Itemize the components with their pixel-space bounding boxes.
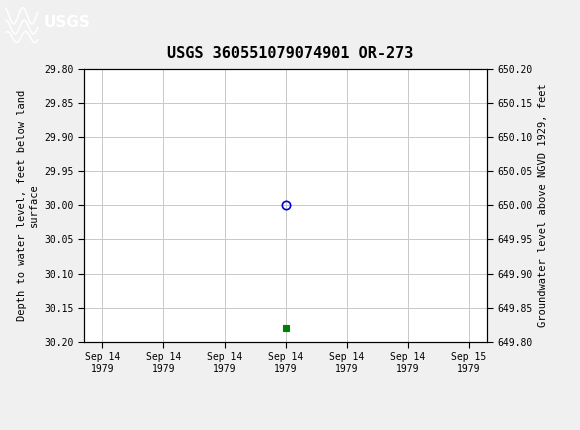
- Y-axis label: Groundwater level above NGVD 1929, feet: Groundwater level above NGVD 1929, feet: [538, 83, 549, 327]
- Y-axis label: Depth to water level, feet below land
surface: Depth to water level, feet below land su…: [17, 90, 39, 321]
- Text: USGS: USGS: [44, 15, 90, 30]
- Text: USGS 360551079074901 OR-273: USGS 360551079074901 OR-273: [167, 46, 413, 61]
